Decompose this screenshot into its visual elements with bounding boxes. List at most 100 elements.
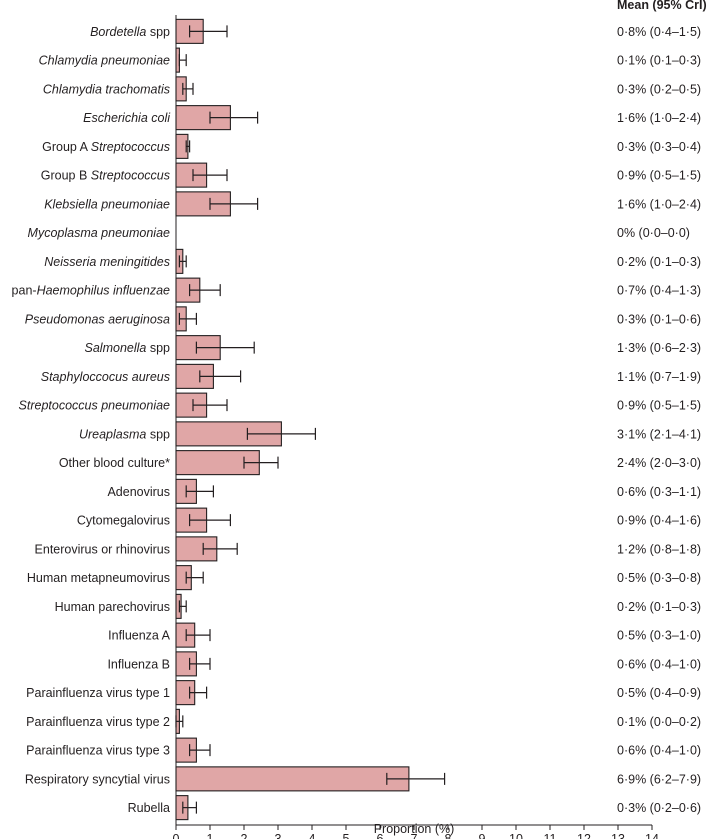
value-label: 0·9% (0·4–1·6) [617,514,701,528]
row-21: Influenza A 0·5% (0·3–1·0) [108,622,701,648]
category-label: Influenza B [107,657,170,671]
chart-rows: Bordetella spp 0·8% (0·4–1·5) Chlamydia pn… [12,18,701,821]
category-label: Rubella [128,801,170,815]
value-column-header: Mean (95% CrI) [617,0,707,12]
category-label: Pseudomonas aeruginosa [25,312,170,326]
x-tick-label: 3 [275,832,282,839]
value-label: 0·5% (0·3–1·0) [617,629,701,643]
category-label: Escherichia coli [83,111,171,125]
category-label: Other blood culture* [59,456,170,470]
x-tick-label: 13 [611,832,625,839]
value-label: 1·3% (0·6–2·3) [617,341,701,355]
x-tick-label: 5 [343,832,350,839]
row-27: Rubella 0·3% (0·2–0·6) [128,795,701,821]
row-14: Ureaplasma spp 3·1% (2·1–4·1) [79,421,701,447]
x-tick-label: 0 [173,832,180,839]
x-tick-label: 9 [479,832,486,839]
value-label: 0·9% (0·5–1·5) [617,399,701,413]
category-label: Chlamydia pneumoniae [39,54,170,68]
value-label: 0·8% (0·4–1·5) [617,25,701,39]
x-tick-label: 10 [509,832,523,839]
bar [175,766,410,792]
category-label: Influenza A [108,629,171,643]
row-4: Group A Streptococcus 0·3% (0·3–0·4) [42,133,701,159]
category-label: Parainfluenza virus type 1 [26,686,170,700]
x-tick-label: 12 [577,832,591,839]
row-20: Human parechovirus 0·2% (0·1–0·3) [55,593,701,619]
category-label: Salmonella spp [85,341,171,355]
category-label: Ureaplasma spp [79,427,170,441]
row-17: Cytomegalovirus 0·9% (0·4–1·6) [77,507,701,533]
value-label: 0·6% (0·4–1·0) [617,744,701,758]
value-label: 0·3% (0·1–0·6) [617,312,701,326]
value-label: 0·3% (0·2–0·6) [617,801,701,815]
value-label: 6·9% (6·2–7·9) [617,772,701,786]
x-tick-label: 2 [241,832,248,839]
value-label: 0·3% (0·2–0·5) [617,82,701,96]
category-label: Bordetella spp [90,25,170,39]
value-label: 0·2% (0·1–0·3) [617,600,701,614]
x-tick-label: 14 [645,832,659,839]
value-label: 0·5% (0·3–0·8) [617,571,701,585]
category-label: Klebsiella pneumoniae [44,197,170,211]
category-label: Parainfluenza virus type 2 [26,715,170,729]
value-label: 2·4% (2·0–3·0) [617,456,701,470]
row-23: Parainfluenza virus type 1 0·5% (0·4–0·9) [26,680,701,706]
category-label: Enterovirus or rhinovirus [35,542,170,556]
row-2: Chlamydia trachomatis 0·3% (0·2–0·5) [43,76,701,102]
row-25: Parainfluenza virus type 3 0·6% (0·4–1·0) [26,737,701,763]
value-label: 0·1% (0·0–0·2) [617,715,701,729]
row-18: Enterovirus or rhinovirus 1·2% (0·8–1·8) [35,536,701,562]
row-8: Neisseria meningitides 0·2% (0·1–0·3) [44,248,701,274]
value-label: 0·5% (0·4–0·9) [617,686,701,700]
row-26: Respiratory syncytial virus 6·9% (6·2–7·9… [25,766,701,792]
value-label: 1·6% (1·0–2·4) [617,111,701,125]
value-label: 0% (0·0–0·0) [617,226,690,240]
value-label: 1·1% (0·7–1·9) [617,370,701,384]
value-label: 1·2% (0·8–1·8) [617,542,701,556]
row-12: Staphyloccocus aureus 1·1% (0·7–1·9) [41,363,701,389]
value-label: 0·9% (0·5–1·5) [617,169,701,183]
x-axis: 0 1 2 3 4 5 6 7 8 9 10 11 12 13 14 [173,15,659,839]
x-tick-label: 7 [411,832,418,839]
value-label: 0·1% (0·1–0·3) [617,54,701,68]
value-label: 1·6% (1·0–2·4) [617,197,701,211]
value-label: 0·3% (0·3–0·4) [617,140,701,154]
row-7: Mycoplasma pneumoniae 0% (0·0–0·0) [28,226,690,240]
category-label: Group B Streptococcus [41,169,170,183]
value-label: 0·2% (0·1–0·3) [617,255,701,269]
category-label: Parainfluenza virus type 3 [26,744,170,758]
row-22: Influenza B 0·6% (0·4–1·0) [107,651,701,677]
category-label: Respiratory syncytial virus [25,772,170,786]
row-15: Other blood culture* 2·4% (2·0–3·0) [59,450,701,476]
category-label: pan-Haemophilus influenzae [12,284,170,298]
category-label: Chlamydia trachomatis [43,82,170,96]
category-label: Cytomegalovirus [77,514,170,528]
category-label: Group A Streptococcus [42,140,170,154]
category-label: Staphyloccocus aureus [41,370,170,384]
row-19: Human metapneumovirus 0·5% (0·3–0·8) [27,565,701,591]
x-tick-label: 6 [377,832,384,839]
x-tick-label: 4 [309,832,316,839]
category-label: Streptococcus pneumoniae [19,399,171,413]
value-label: 0·7% (0·4–1·3) [617,284,701,298]
row-13: Streptococcus pneumoniae 0·9% (0·5–1·5) [19,392,701,418]
row-6: Klebsiella pneumoniae 1·6% (1·0–2·4) [44,191,701,217]
row-16: Adenovirus 0·6% (0·3–1·1) [107,478,701,504]
value-label: 0·6% (0·3–1·1) [617,485,701,499]
category-label: Human metapneumovirus [27,571,170,585]
row-10: Pseudomonas aeruginosa 0·3% (0·1–0·6) [25,306,701,332]
x-tick-label: 1 [207,832,214,839]
category-label: Mycoplasma pneumoniae [28,226,170,240]
row-5: Group B Streptococcus 0·9% (0·5–1·5) [41,162,701,188]
value-label: 0·6% (0·4–1·0) [617,657,701,671]
row-24: Parainfluenza virus type 2 0·1% (0·0–0·2) [26,708,701,734]
value-label: 3·1% (2·1–4·1) [617,427,701,441]
row-3: Escherichia coli 1·6% (1·0–2·4) [83,105,701,131]
category-label: Human parechovirus [55,600,170,614]
x-tick-label: 11 [544,832,557,839]
x-tick-label: 8 [445,832,452,839]
x-axis-label: Proportion (%) [374,822,455,836]
category-label: Neisseria meningitides [44,255,170,269]
